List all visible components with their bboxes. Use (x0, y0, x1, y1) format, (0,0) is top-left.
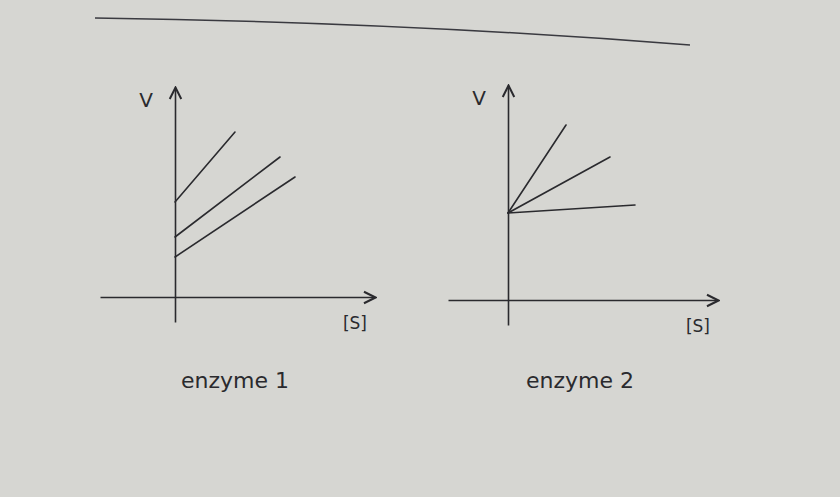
data-line (508, 125, 566, 213)
y-axis-line (175, 88, 177, 323)
y-axis (175, 88, 176, 323)
y-axis-title: V (472, 86, 486, 110)
chart-title: enzyme 2 (526, 368, 634, 393)
panel: V [S] enzyme 2 (449, 86, 719, 394)
x-axis-title: [S] (686, 316, 710, 336)
data-line (175, 132, 235, 202)
y-axis (508, 86, 509, 326)
y-axis-line (508, 86, 510, 326)
canvas: V [S] enzyme 1 V [S] enzyme 2 (0, 0, 840, 497)
x-axis (449, 300, 719, 301)
data-line (508, 157, 610, 213)
y-axis-title: V (139, 88, 153, 112)
x-axis-title: [S] (343, 313, 367, 333)
plot-area (508, 125, 635, 213)
x-axis (101, 297, 376, 298)
chart-title: enzyme 1 (181, 368, 289, 393)
data-line (508, 205, 635, 213)
data-line (175, 177, 295, 257)
x-axis-line (449, 300, 719, 302)
panel: V [S] enzyme 1 (101, 88, 376, 394)
x-axis-line (101, 297, 376, 299)
paper-rule (95, 18, 690, 45)
plot-area (175, 132, 295, 257)
